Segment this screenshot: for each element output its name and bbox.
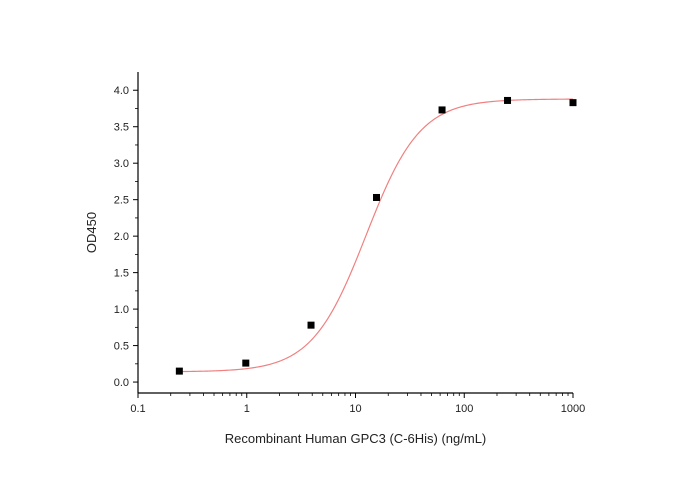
data-point (504, 96, 512, 104)
x-tick-label: 1000 (561, 403, 585, 415)
fit-curve-layer (179, 98, 574, 373)
y-tick-label: 0.0 (114, 377, 129, 389)
fit-curve (179, 98, 574, 373)
axes: 0.1 1 10 100 1000 0.0 0.5 1.0 1.5 2.0 2.5 3.0 3.5 4.0 (114, 72, 585, 415)
data-point (242, 359, 250, 367)
y-tick-label: 0.5 (114, 341, 129, 353)
y-tick-label: 4.0 (114, 85, 129, 97)
data-point (373, 193, 381, 201)
y-axis-title: OD450 (84, 212, 99, 253)
data-points (175, 96, 577, 375)
data-point (307, 321, 315, 329)
x-tick-label: 100 (455, 403, 473, 415)
y-tick-label: 1.5 (114, 268, 129, 280)
y-tick-label: 3.5 (114, 122, 129, 134)
data-point (175, 367, 183, 375)
x-tick-label: 10 (349, 403, 361, 415)
y-tick-label: 3.0 (114, 158, 129, 170)
x-axis-title: Recombinant Human GPC3 (C-6His) (ng/mL) (225, 431, 487, 446)
y-tick-label: 2.5 (114, 195, 129, 207)
x-tick-label: 0.1 (130, 403, 145, 415)
data-point (438, 106, 446, 114)
y-tick-label: 1.0 (114, 304, 129, 316)
y-tick-label: 2.0 (114, 231, 129, 243)
data-point (569, 99, 577, 107)
x-tick-label: 1 (244, 403, 250, 415)
